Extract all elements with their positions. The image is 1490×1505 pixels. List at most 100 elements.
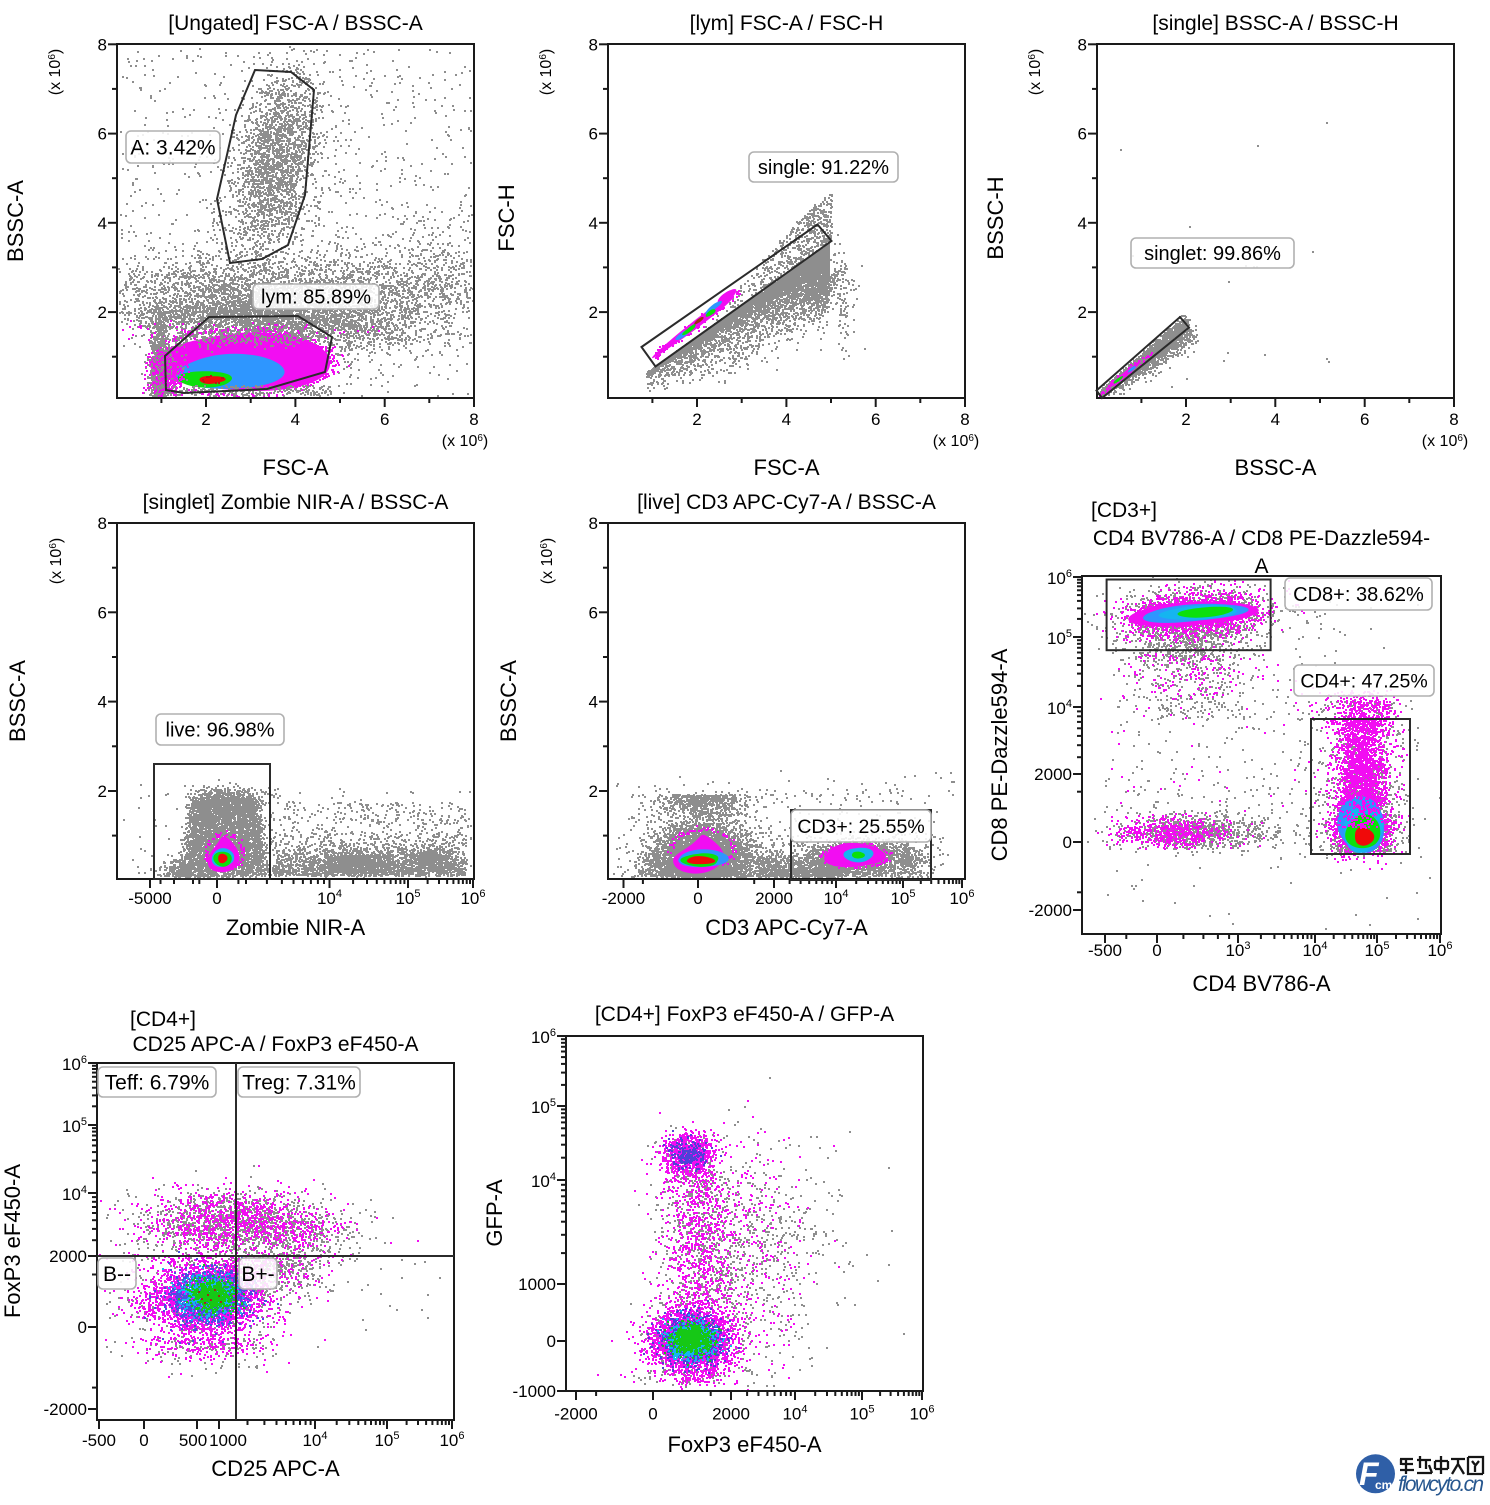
svg-text:2: 2 [98, 303, 107, 322]
svg-text:1000: 1000 [209, 1431, 247, 1450]
svg-text:2000: 2000 [755, 889, 793, 908]
svg-text:(x 106): (x 106) [933, 433, 979, 450]
svg-text:2000: 2000 [49, 1247, 87, 1266]
svg-text:(x 106): (x 106) [442, 433, 488, 450]
svg-text:(x 106): (x 106) [1027, 49, 1044, 95]
svg-text:Teff: 6.79%: Teff: 6.79% [105, 1072, 210, 1095]
svg-text:(x 106): (x 106) [47, 49, 64, 95]
svg-text:CD25 APC-A: CD25 APC-A [211, 1456, 340, 1481]
svg-text:4: 4 [589, 693, 598, 712]
svg-text:BSSC-H: BSSC-H [983, 176, 1008, 259]
svg-text:-5000: -5000 [128, 889, 171, 908]
svg-text:106: 106 [439, 1430, 464, 1450]
svg-text:103: 103 [1225, 940, 1250, 960]
svg-text:8: 8 [589, 514, 598, 533]
svg-text:-2000: -2000 [44, 1400, 87, 1419]
svg-text:[live] CD3 APC-Cy7-A / BSSC-A: [live] CD3 APC-Cy7-A / BSSC-A [637, 491, 936, 514]
svg-text:104: 104 [823, 888, 848, 908]
svg-text:4: 4 [291, 410, 300, 429]
svg-text:105: 105 [531, 1097, 556, 1117]
svg-text:BSSC-A: BSSC-A [1235, 455, 1317, 480]
svg-text:104: 104 [302, 1430, 327, 1450]
svg-text:2: 2 [589, 782, 598, 801]
svg-text:106: 106 [1047, 568, 1072, 588]
svg-text:105: 105 [849, 1404, 874, 1424]
svg-text:(x 106): (x 106) [1422, 433, 1468, 450]
svg-text:CD8 PE-Dazzle594-A: CD8 PE-Dazzle594-A [987, 648, 1012, 861]
svg-text:[singlet] Zombie NIR-A / BSSC-: [singlet] Zombie NIR-A / BSSC-A [143, 491, 449, 514]
svg-text:B+-: B+- [241, 1263, 274, 1286]
svg-text:lym: 85.89%: lym: 85.89% [261, 287, 371, 309]
svg-text:4: 4 [1078, 214, 1087, 233]
svg-text:A: 3.42%: A: 3.42% [130, 137, 215, 160]
svg-text:CD25 APC-A / FoxP3 eF450-A: CD25 APC-A / FoxP3 eF450-A [133, 1033, 419, 1056]
svg-text:105: 105 [1047, 628, 1072, 648]
svg-text:106: 106 [531, 1027, 556, 1047]
svg-text:[CD3+]: [CD3+] [1091, 499, 1157, 522]
svg-text:2: 2 [1078, 303, 1087, 322]
svg-text:[CD4+] FoxP3 eF450-A / GFP-A: [CD4+] FoxP3 eF450-A / GFP-A [595, 1003, 894, 1026]
svg-text:0: 0 [78, 1318, 87, 1337]
svg-text:106: 106 [909, 1404, 934, 1424]
svg-text:BSSC-A: BSSC-A [5, 660, 30, 742]
svg-text:8: 8 [1449, 410, 1458, 429]
svg-text:106: 106 [62, 1054, 87, 1074]
svg-text:FSC-H: FSC-H [494, 184, 519, 251]
svg-text:2000: 2000 [712, 1405, 750, 1424]
svg-text:8: 8 [469, 410, 478, 429]
svg-text:Zombie NIR-A: Zombie NIR-A [226, 915, 366, 940]
svg-text:6: 6 [871, 410, 880, 429]
svg-text:0: 0 [139, 1431, 148, 1450]
svg-text:1000: 1000 [518, 1275, 556, 1294]
svg-text:8: 8 [960, 410, 969, 429]
svg-text:500: 500 [179, 1431, 207, 1450]
svg-text:104: 104 [62, 1184, 87, 1204]
svg-text:B--: B-- [103, 1263, 131, 1286]
svg-text:[lym] FSC-A / FSC-H: [lym] FSC-A / FSC-H [690, 12, 884, 35]
svg-text:4: 4 [589, 214, 598, 233]
svg-text:106: 106 [460, 888, 485, 908]
svg-text:single: 91.22%: single: 91.22% [758, 157, 889, 179]
svg-text:0: 0 [693, 889, 702, 908]
svg-text:[CD4+]: [CD4+] [130, 1008, 196, 1031]
svg-text:flowcyto.cn: flowcyto.cn [1398, 1473, 1484, 1496]
svg-text:-2000: -2000 [602, 889, 645, 908]
svg-text:104: 104 [531, 1171, 556, 1191]
svg-text:2: 2 [1181, 410, 1190, 429]
svg-text:0: 0 [212, 889, 221, 908]
svg-text:cm: cm [1375, 1478, 1392, 1492]
svg-text:6: 6 [98, 125, 107, 144]
svg-text:BSSC-A: BSSC-A [3, 180, 28, 262]
svg-text:104: 104 [1302, 940, 1327, 960]
svg-text:6: 6 [1078, 125, 1087, 144]
svg-text:2: 2 [201, 410, 210, 429]
svg-text:-500: -500 [1088, 941, 1122, 960]
svg-text:FSC-A: FSC-A [263, 455, 329, 480]
svg-text:104: 104 [317, 888, 342, 908]
svg-text:2: 2 [692, 410, 701, 429]
svg-text:(x 106): (x 106) [48, 538, 65, 584]
svg-text:105: 105 [374, 1430, 399, 1450]
svg-text:CD3+: 25.55%: CD3+: 25.55% [797, 816, 924, 838]
svg-text:4: 4 [98, 693, 107, 712]
svg-text:0: 0 [1063, 833, 1072, 852]
svg-text:FSC-A: FSC-A [754, 455, 820, 480]
svg-text:6: 6 [589, 603, 598, 622]
svg-text:CD4 BV786-A / CD8 PE-Dazzle594: CD4 BV786-A / CD8 PE-Dazzle594- [1093, 527, 1430, 550]
svg-text:CD8+: 38.62%: CD8+: 38.62% [1293, 584, 1424, 606]
svg-text:singlet: 99.86%: singlet: 99.86% [1144, 243, 1281, 265]
svg-text:105: 105 [1364, 940, 1389, 960]
svg-text:105: 105 [62, 1116, 87, 1136]
svg-text:105: 105 [890, 888, 915, 908]
svg-text:6: 6 [1360, 410, 1369, 429]
svg-text:-500: -500 [82, 1431, 116, 1450]
svg-text:8: 8 [98, 35, 107, 54]
svg-text:-1000: -1000 [513, 1382, 556, 1401]
svg-text:0: 0 [1152, 941, 1161, 960]
svg-text:CD3 APC-Cy7-A: CD3 APC-Cy7-A [705, 915, 868, 940]
svg-text:8: 8 [98, 514, 107, 533]
svg-text:4: 4 [98, 214, 107, 233]
svg-text:-2000: -2000 [554, 1405, 597, 1424]
svg-text:0: 0 [547, 1332, 556, 1351]
svg-text:FoxP3 eF450-A: FoxP3 eF450-A [667, 1432, 821, 1457]
